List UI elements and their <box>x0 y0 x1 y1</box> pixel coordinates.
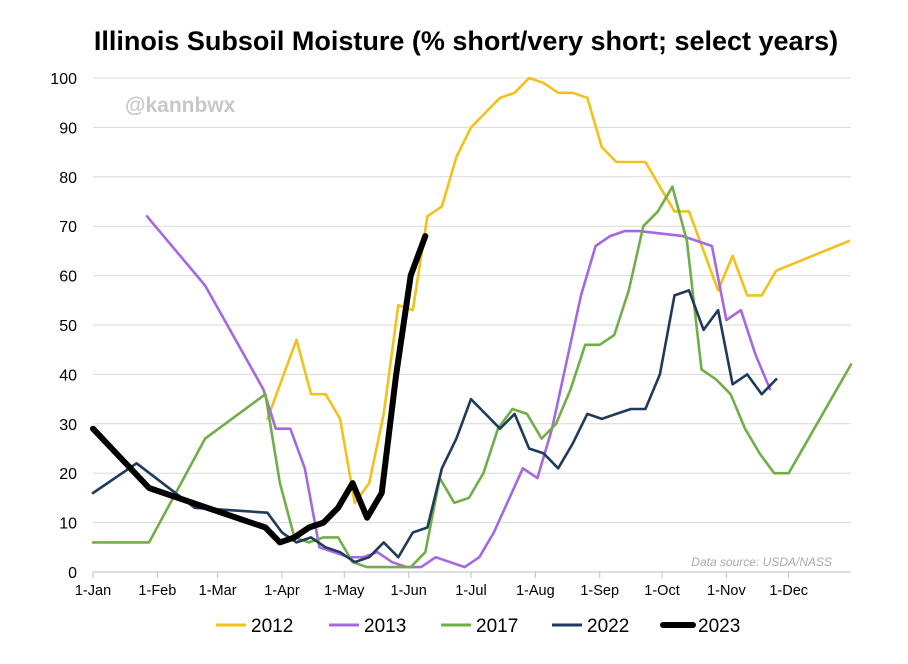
y-tick-label: 10 <box>59 516 77 533</box>
x-tick-label: 1-Jan <box>75 583 111 599</box>
y-tick-label: 90 <box>59 120 77 137</box>
y-tick-label: 30 <box>59 417 77 434</box>
x-tick-label: 1-Apr <box>264 583 300 599</box>
x-tick-label: 1-May <box>324 583 365 599</box>
y-tick-label: 50 <box>59 318 77 335</box>
legend-label-2017: 2017 <box>476 616 518 637</box>
x-tick-label: 1-Dec <box>769 583 808 599</box>
series-lines <box>90 76 853 569</box>
source-note: Data source: USDA/NASS <box>691 555 832 569</box>
x-tick-label: 1-Jun <box>391 583 427 599</box>
x-tick-label: 1-Sep <box>580 583 619 599</box>
legend-label-2013: 2013 <box>364 616 406 637</box>
series-line-2017 <box>91 185 853 569</box>
series-line-2013 <box>145 215 772 569</box>
y-tick-label: 20 <box>59 466 77 483</box>
x-tick-label: 1-Mar <box>199 583 237 599</box>
y-tick-label: 0 <box>68 565 77 582</box>
gridlines <box>93 77 851 524</box>
legend: 2012 2013 2017 2022 2023 <box>216 616 740 637</box>
legend-item-2012: 2012 <box>216 616 293 637</box>
series-line-2023 <box>90 233 429 546</box>
legend-label-2022: 2022 <box>587 616 629 637</box>
series-line-2012 <box>266 76 851 505</box>
legend-item-2017: 2017 <box>441 616 518 637</box>
x-tick-label: 1-Oct <box>644 583 679 599</box>
chart-title: Illinois Subsoil Moisture (% short/very … <box>94 26 838 56</box>
legend-label-2012: 2012 <box>251 616 293 637</box>
x-tick-label: 1-Feb <box>138 583 176 599</box>
watermark-text: @kannbwx <box>125 94 236 117</box>
y-tick-label: 70 <box>59 219 77 236</box>
legend-item-2023: 2023 <box>660 616 740 637</box>
legend-item-2022: 2022 <box>552 616 629 637</box>
series-line-2022 <box>91 289 778 564</box>
legend-item-2013: 2013 <box>329 616 406 637</box>
axes: 0 10 20 30 40 50 60 70 80 90 100 1-Jan 1-Feb 1-Mar 1-A… <box>50 71 851 599</box>
x-tick-label: 1-Aug <box>516 583 555 599</box>
y-tick-label: 60 <box>59 269 77 286</box>
x-tick-label: 1-Nov <box>707 583 746 599</box>
y-tick-label: 80 <box>59 170 77 187</box>
x-tick-label: 1-Jul <box>455 583 486 599</box>
legend-label-2023: 2023 <box>698 616 740 637</box>
y-tick-label: 40 <box>59 367 77 384</box>
y-tick-label: 100 <box>50 71 77 88</box>
